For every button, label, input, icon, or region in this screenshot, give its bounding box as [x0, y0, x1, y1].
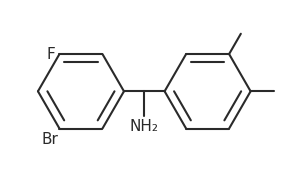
Text: NH₂: NH₂ — [130, 119, 159, 135]
Text: Br: Br — [41, 132, 58, 147]
Text: F: F — [46, 47, 55, 62]
